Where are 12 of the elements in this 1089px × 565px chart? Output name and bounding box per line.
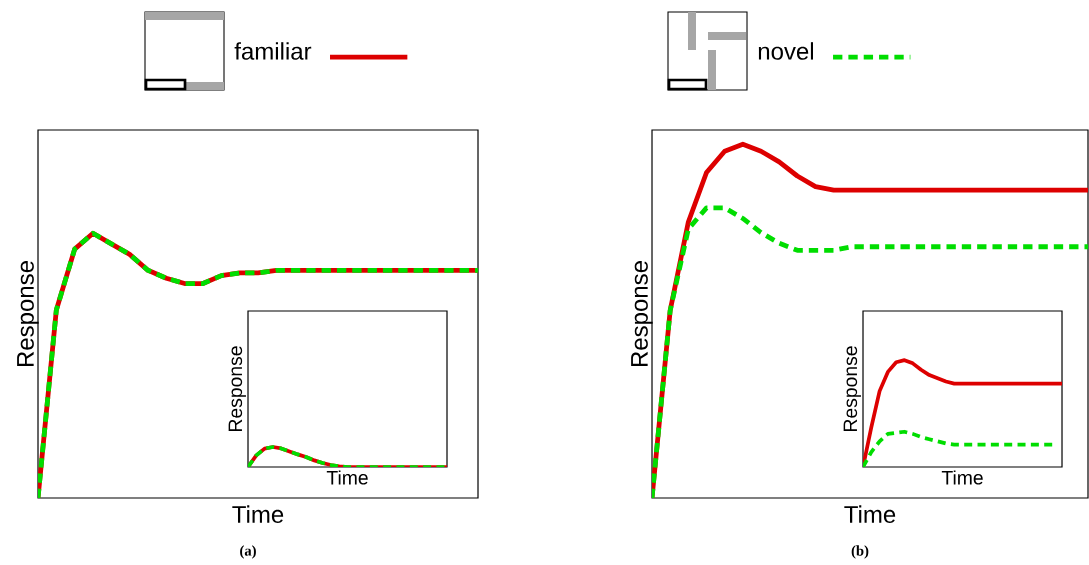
legend-label: familiar [234, 42, 312, 60]
y-axis-title: Response [228, 346, 246, 431]
x-axis-title: Time [232, 505, 284, 523]
x-axis-title: Time [326, 470, 368, 485]
y-axis-title: Response [843, 346, 861, 431]
x-axis-title: Time [941, 470, 983, 485]
y-axis-title: Response [631, 261, 653, 367]
text: (b) [851, 545, 869, 559]
legend-label: novel [758, 42, 814, 60]
text: (a) [240, 545, 256, 559]
x-axis-title: Time [844, 505, 896, 523]
y-axis-title: Response [17, 261, 39, 367]
